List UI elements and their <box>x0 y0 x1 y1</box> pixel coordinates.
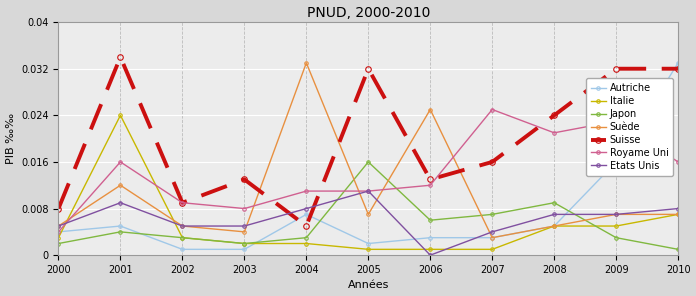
Autriche <box>116 224 125 228</box>
Royame Uni <box>612 119 620 123</box>
Line: Royame Uni: Royame Uni <box>56 108 680 234</box>
Royame Uni <box>550 131 558 135</box>
Line: Italie: Italie <box>56 114 680 251</box>
Line: Suède: Suède <box>56 61 680 239</box>
X-axis label: Années: Années <box>347 280 389 290</box>
Royame Uni <box>116 160 125 164</box>
Japon <box>550 201 558 205</box>
Royame Uni <box>426 184 434 187</box>
Royame Uni <box>178 201 187 205</box>
Suisse <box>488 160 496 164</box>
Japon <box>240 242 248 245</box>
Line: Suisse: Suisse <box>56 54 681 229</box>
Autriche <box>54 230 63 234</box>
Royame Uni <box>54 230 63 234</box>
Royame Uni <box>240 207 248 210</box>
Line: Autriche: Autriche <box>56 61 680 251</box>
Japon <box>426 218 434 222</box>
Autriche <box>550 224 558 228</box>
Japon <box>612 236 620 239</box>
Italie <box>674 213 682 216</box>
Suisse <box>364 67 372 70</box>
Autriche <box>426 236 434 239</box>
Japon <box>674 247 682 251</box>
Royame Uni <box>302 189 310 193</box>
Etats Unis <box>116 201 125 205</box>
Suisse <box>302 224 310 228</box>
Autriche <box>240 247 248 251</box>
Italie <box>302 242 310 245</box>
Autriche <box>612 160 620 164</box>
Etats Unis <box>364 189 372 193</box>
Suisse <box>426 178 434 181</box>
Suède <box>426 108 434 111</box>
Royame Uni <box>674 160 682 164</box>
Italie <box>612 224 620 228</box>
Suisse <box>116 55 125 59</box>
Suisse <box>240 178 248 181</box>
Suède <box>178 224 187 228</box>
Suède <box>612 213 620 216</box>
Italie <box>488 247 496 251</box>
Italie <box>54 236 63 239</box>
Japon <box>116 230 125 234</box>
Suisse <box>178 201 187 205</box>
Etats Unis <box>178 224 187 228</box>
Title: PNUD, 2000-2010: PNUD, 2000-2010 <box>307 6 430 20</box>
Etats Unis <box>426 253 434 257</box>
Suède <box>550 224 558 228</box>
Italie <box>240 242 248 245</box>
Japon <box>364 160 372 164</box>
Japon <box>488 213 496 216</box>
Autriche <box>364 242 372 245</box>
Suède <box>240 230 248 234</box>
Suisse <box>674 67 682 70</box>
Autriche <box>488 236 496 239</box>
Suède <box>54 224 63 228</box>
Suisse <box>612 67 620 70</box>
Etats Unis <box>674 207 682 210</box>
Japon <box>302 236 310 239</box>
Autriche <box>674 61 682 65</box>
Suède <box>116 184 125 187</box>
Etats Unis <box>550 213 558 216</box>
Suède <box>488 236 496 239</box>
Etats Unis <box>488 230 496 234</box>
Etats Unis <box>302 207 310 210</box>
Italie <box>426 247 434 251</box>
Autriche <box>302 213 310 216</box>
Line: Japon: Japon <box>56 160 680 251</box>
Italie <box>178 236 187 239</box>
Italie <box>364 247 372 251</box>
Etats Unis <box>54 224 63 228</box>
Line: Etats Unis: Etats Unis <box>56 189 680 257</box>
Royame Uni <box>488 108 496 111</box>
Suisse <box>550 114 558 117</box>
Royame Uni <box>364 189 372 193</box>
Etats Unis <box>240 224 248 228</box>
Suède <box>674 213 682 216</box>
Autriche <box>178 247 187 251</box>
Etats Unis <box>612 213 620 216</box>
Italie <box>550 224 558 228</box>
Suède <box>364 213 372 216</box>
Legend: Autriche, Italie, Japon, Suède, Suisse, Royame Uni, Etats Unis: Autriche, Italie, Japon, Suède, Suisse, … <box>586 78 673 176</box>
Italie <box>116 114 125 117</box>
Japon <box>178 236 187 239</box>
Y-axis label: PIB ‰‰: PIB ‰‰ <box>6 113 15 164</box>
Japon <box>54 242 63 245</box>
Suède <box>302 61 310 65</box>
Suisse <box>54 207 63 210</box>
